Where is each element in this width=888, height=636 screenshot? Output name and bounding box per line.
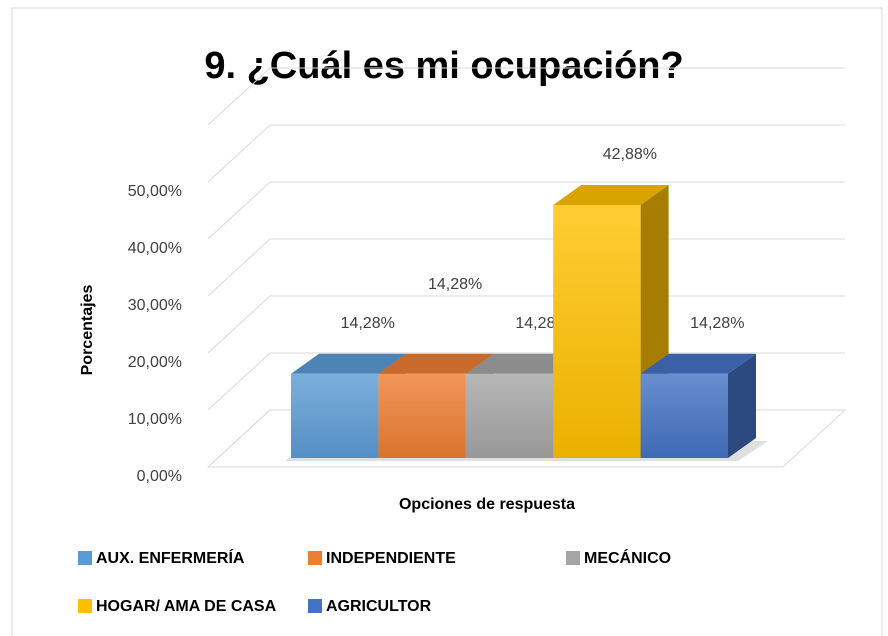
legend-swatch xyxy=(78,551,92,565)
floor xyxy=(206,409,847,468)
data-label: 14,28% xyxy=(690,315,744,332)
y-tick-label: 20,00% xyxy=(128,354,182,371)
grid-line xyxy=(207,181,845,240)
data-label: 14,28% xyxy=(428,276,482,293)
data-label: 42,88% xyxy=(603,146,657,163)
y-axis-title: Porcentajes xyxy=(79,285,96,376)
y-tick-label: 50,00% xyxy=(128,183,182,200)
bar xyxy=(640,373,728,458)
bar xyxy=(465,373,554,458)
y-tick-label: 30,00% xyxy=(128,297,182,314)
legend-label: MECÁNICO xyxy=(584,548,671,567)
grid-line xyxy=(207,67,845,126)
chart-title: 9. ¿Cuál es mi ocupación? xyxy=(204,45,683,87)
legend-swatch xyxy=(566,551,580,565)
legend-label: AUX. ENFERMERÍA xyxy=(96,548,245,567)
bar-top xyxy=(553,185,669,206)
data-label: 14,28% xyxy=(341,315,395,332)
bar-top xyxy=(291,353,407,374)
legend-swatch xyxy=(78,599,92,613)
bar xyxy=(378,373,466,458)
legend-label: AGRICULTOR xyxy=(326,598,432,615)
legend-label: HOGAR/ AMA DE CASA xyxy=(96,598,277,615)
y-tick-label: 40,00% xyxy=(128,240,182,257)
bar-top xyxy=(465,353,582,374)
y-tick-label: 10,00% xyxy=(128,411,182,428)
legend-swatch xyxy=(308,599,322,613)
y-tick-label: 0,00% xyxy=(137,468,182,485)
bar xyxy=(553,205,641,458)
bar-top xyxy=(378,353,494,374)
grid-line xyxy=(207,124,845,183)
bar xyxy=(291,373,379,458)
x-axis-title: Opciones de respuesta xyxy=(399,496,575,513)
chart-frame xyxy=(11,7,883,636)
bar-side xyxy=(728,353,756,458)
legend-label: INDEPENDIENTE xyxy=(326,550,456,567)
bar-top xyxy=(640,353,756,374)
legend-swatch xyxy=(308,551,322,565)
